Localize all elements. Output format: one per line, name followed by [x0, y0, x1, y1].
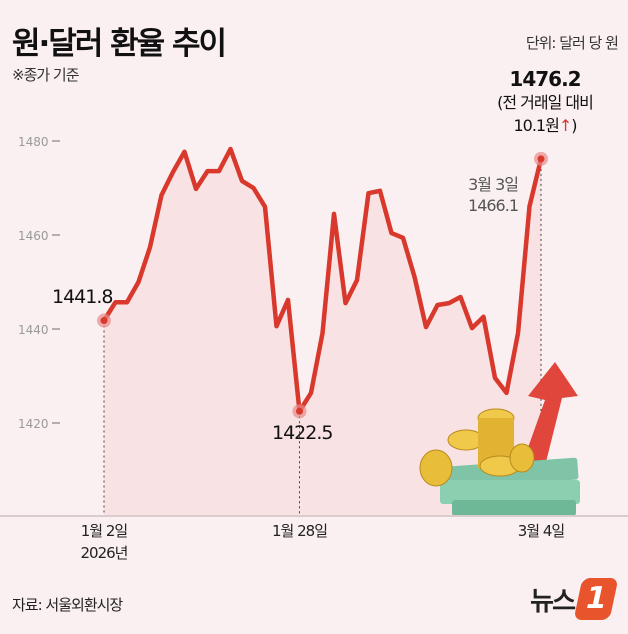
- chart-subtitle: ※종가 기준: [12, 66, 80, 84]
- y-tick-label: 1480: [18, 135, 49, 149]
- low-value-label: 1422.5: [272, 422, 333, 444]
- highlight-point: [100, 317, 108, 325]
- x-tick-year: 2026년: [80, 544, 129, 562]
- x-tick-label: 3월 4일: [491, 520, 591, 542]
- unit-label: 단위: 달러 당 원: [525, 34, 619, 52]
- prev-day-label: 3월 3일 1466.1: [452, 174, 519, 216]
- y-axis: 1420 1440 1460 1480: [18, 135, 60, 431]
- x-tick-date: 3월 4일: [517, 522, 565, 540]
- y-tick-label: 1460: [18, 229, 49, 243]
- highlight-points: [97, 151, 548, 419]
- last-value-label: 1476.2 (전 거래일 대비 10.1원↑): [480, 68, 610, 137]
- source-label: 자료: 서울외환시장: [12, 596, 123, 614]
- area-fill: [104, 149, 541, 516]
- series-line: [102, 146, 544, 414]
- chart-title: 원·달러 환율 추이: [12, 26, 227, 62]
- last-value: 1476.2: [509, 67, 581, 91]
- money-illustration: [419, 362, 580, 516]
- news1-logo: 뉴스 1: [530, 578, 619, 620]
- coin: [509, 443, 535, 473]
- banknote-stack: [452, 500, 576, 516]
- start-value-label: 1441.8: [52, 286, 113, 308]
- prev-value: 1466.1: [468, 196, 519, 215]
- x-tick-date: 1월 28일: [272, 522, 328, 540]
- highlight-point: [537, 155, 545, 163]
- x-tick-label: 1월 28일: [250, 520, 350, 542]
- banknote-stack: [440, 480, 580, 504]
- x-tick-date: 1월 2일: [80, 522, 128, 540]
- coin: [419, 449, 453, 487]
- up-arrow-icon: [520, 362, 578, 470]
- y-tick-label: 1440: [18, 323, 49, 337]
- close-paren: ): [571, 116, 577, 135]
- last-change-value: 10.1원: [513, 116, 559, 135]
- up-arrow-icon: ↑: [558, 116, 572, 135]
- y-tick-label: 1420: [18, 417, 49, 431]
- x-tick-label: 1월 2일 2026년: [54, 520, 154, 564]
- highlight-point: [296, 407, 303, 415]
- last-change-line1: (전 거래일 대비: [497, 93, 594, 112]
- prev-date: 3월 3일: [468, 175, 519, 194]
